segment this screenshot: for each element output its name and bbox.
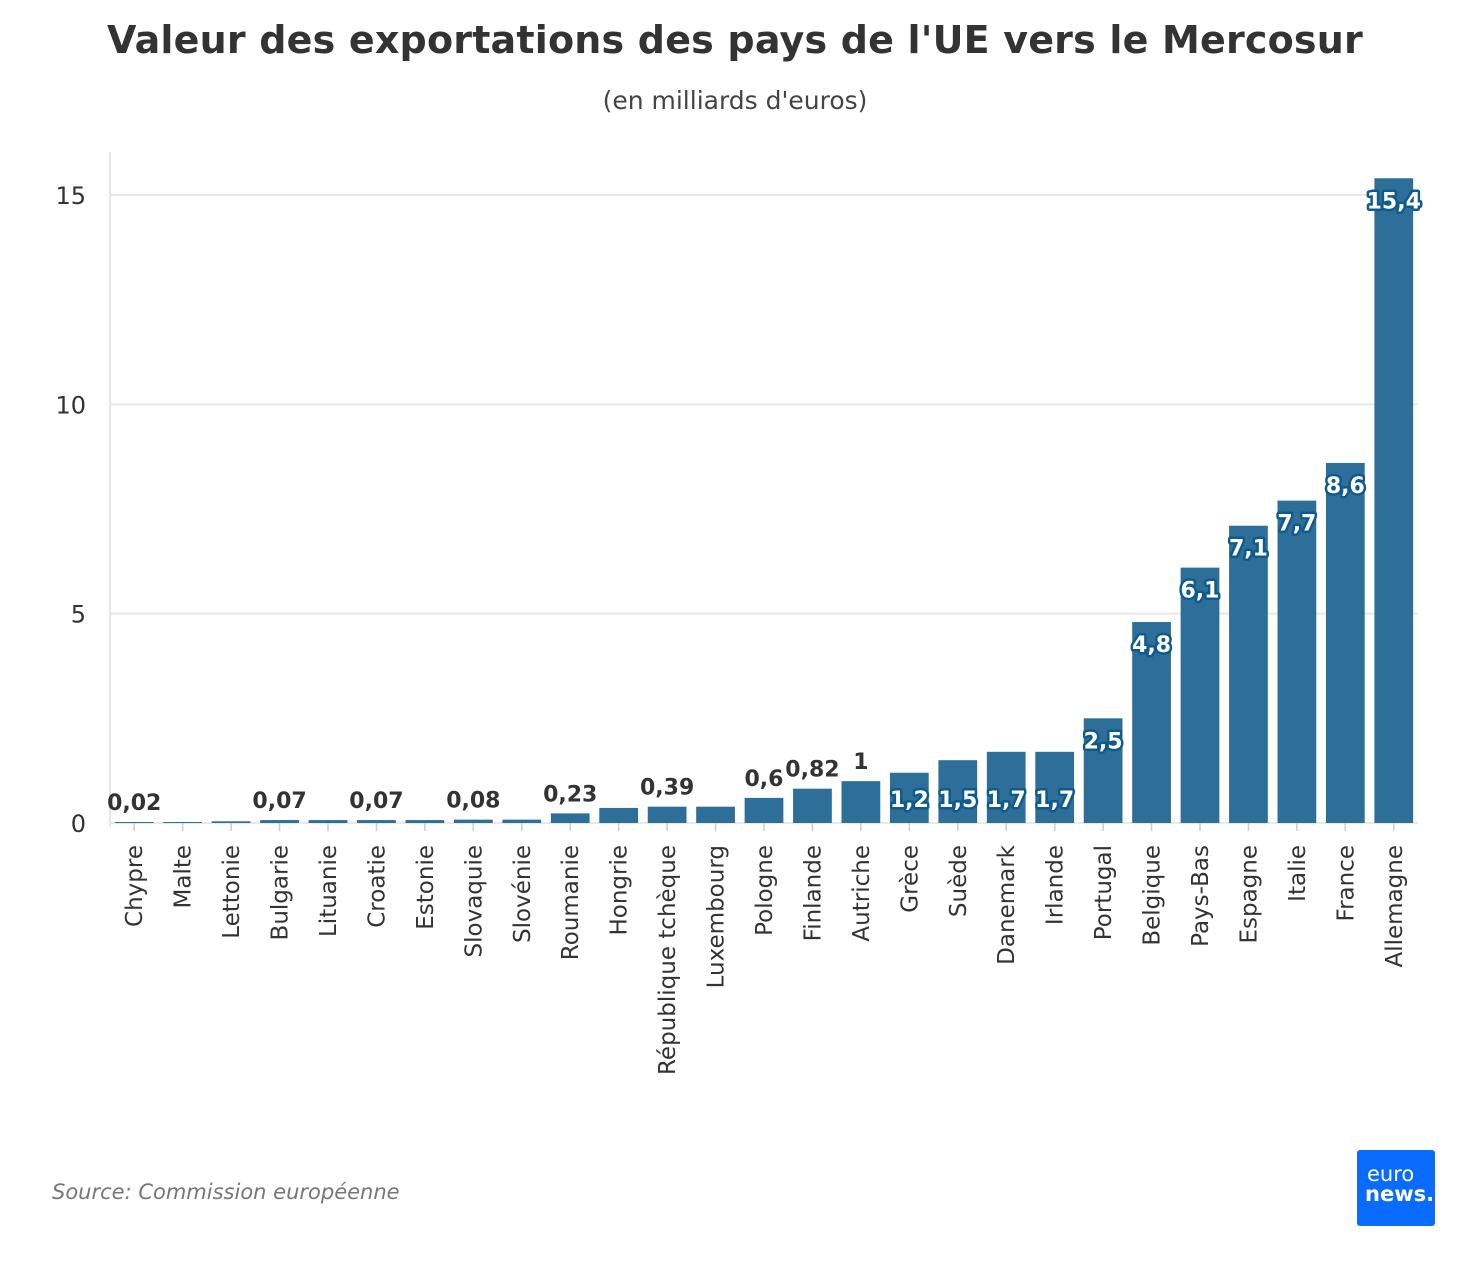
x-tick-label: Lettonie	[219, 845, 245, 939]
source-note: Source: Commission européenne	[52, 1180, 400, 1204]
y-axis: 0 5 10 15	[55, 182, 86, 838]
data-labels: 0,02 0,07 0,07 0,08 0,23 0,39 0,6 0,82 1 1,2 1,5 1,…	[107, 187, 1423, 816]
data-label: 15,4	[1367, 189, 1421, 214]
x-tick-label: Estonie	[413, 845, 439, 930]
data-label: 0,23	[543, 782, 597, 807]
bar-irlande	[1035, 751, 1075, 823]
chart-title: Valeur des exportations des pays de l'UE…	[107, 18, 1363, 62]
x-tick-label: Slovaquie	[461, 845, 487, 957]
data-label: 1,7	[1035, 788, 1074, 813]
bar-pays-bas	[1180, 567, 1220, 823]
x-tick-label: Allemagne	[1382, 845, 1408, 968]
data-label: 7,7	[1277, 512, 1316, 537]
data-label: 1,7	[987, 788, 1026, 813]
bars	[114, 178, 1414, 824]
x-tick-label: Italie	[1285, 845, 1311, 902]
bar-pologne	[744, 797, 784, 823]
data-label: 0,6	[745, 767, 784, 792]
x-tick-label: Suède	[946, 845, 972, 917]
y-tick-label: 15	[55, 182, 86, 210]
bar-gr-ce	[889, 772, 929, 823]
bar-portugal	[1083, 718, 1123, 823]
bar-bulgarie	[260, 820, 299, 823]
bar-france	[1325, 462, 1365, 823]
bar-hongrie	[599, 807, 639, 823]
data-label: 0,08	[446, 789, 500, 814]
x-tick-label: Bulgarie	[268, 845, 294, 940]
logo-text-bottom: news.	[1365, 1182, 1435, 1206]
bar-estonie	[405, 820, 445, 823]
x-tick-label: Danemark	[994, 844, 1020, 964]
x-tick-label: Pologne	[752, 845, 778, 936]
x-tick-label: Autriche	[849, 845, 875, 942]
bar-lituanie	[308, 820, 348, 823]
chart-subtitle: (en milliards d'euros)	[602, 86, 868, 115]
x-tick-label: Grèce	[897, 845, 923, 913]
x-tick-label: Hongrie	[607, 845, 633, 936]
bar-roumanie	[550, 813, 590, 823]
bar-slov-nie	[502, 819, 542, 823]
bar-chypre	[114, 822, 154, 823]
data-label: 6,1	[1181, 579, 1220, 604]
data-label: 0,07	[349, 789, 403, 814]
bar-r-publique-tch-que	[647, 806, 687, 823]
y-tick-label: 10	[55, 391, 86, 419]
euronews-logo: euro news.	[1357, 1150, 1435, 1226]
x-tick-label: Lituanie	[316, 845, 342, 937]
data-label: 1	[853, 750, 868, 775]
data-label: 0,82	[785, 758, 839, 783]
bar-espagne	[1229, 525, 1268, 823]
y-tick-label: 5	[71, 601, 86, 629]
bar-allemagne	[1374, 178, 1414, 824]
x-tick-label: Croatie	[364, 845, 390, 928]
bar-croatie	[357, 820, 396, 823]
data-label: 4,8	[1132, 633, 1171, 658]
x-tick-label: Finlande	[800, 845, 826, 941]
data-label: 0,02	[107, 791, 161, 816]
x-tick-label: France	[1333, 845, 1359, 921]
data-label: 8,6	[1326, 474, 1365, 499]
x-tick-label: Belgique	[1140, 845, 1166, 946]
bar-belgique	[1132, 622, 1171, 823]
x-axis: Chypre Malte Lettonie Bulgarie Lituanie Croat…	[122, 823, 1408, 1075]
data-label: 0,39	[640, 776, 694, 801]
bar-luxembourg	[696, 806, 735, 823]
gridlines	[109, 152, 1418, 827]
bar-lettonie	[211, 821, 251, 823]
bar-danemark	[986, 751, 1026, 823]
x-tick-label: Luxembourg	[704, 845, 730, 988]
data-label: 1,2	[890, 788, 929, 813]
y-tick-label: 0	[71, 810, 86, 838]
x-tick-label: Irlande	[1043, 845, 1069, 925]
data-label: 0,07	[252, 789, 306, 814]
bar-finlande	[793, 788, 832, 823]
data-label: 7,1	[1229, 537, 1268, 562]
x-tick-label: Slovénie	[510, 845, 536, 943]
data-label: 2,5	[1084, 729, 1123, 754]
logo-text-top: euro	[1367, 1162, 1415, 1186]
bar-malte	[163, 822, 203, 823]
x-tick-label: Espagne	[1236, 845, 1262, 944]
x-tick-label: Roumanie	[558, 845, 584, 960]
x-tick-label: République tchèque	[655, 845, 681, 1075]
bar-autriche	[841, 781, 881, 823]
x-tick-label: Chypre	[122, 845, 148, 927]
bar-italie	[1277, 500, 1317, 823]
x-tick-label: Pays-Bas	[1188, 845, 1214, 947]
bar-su-de	[938, 760, 978, 823]
data-label: 1,5	[938, 788, 977, 813]
x-tick-label: Malte	[171, 845, 197, 909]
bar-slovaquie	[453, 819, 493, 823]
x-tick-label: Portugal	[1091, 845, 1117, 940]
